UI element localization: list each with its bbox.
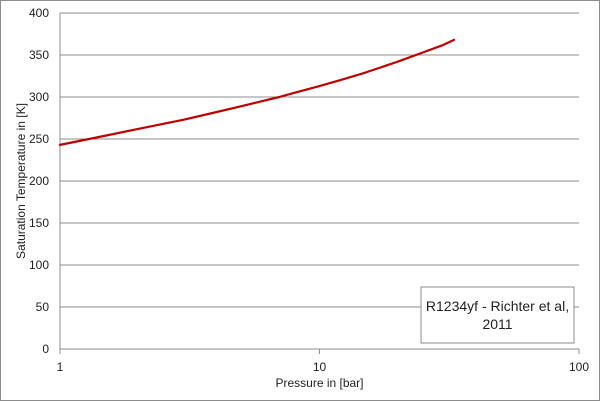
gridlines bbox=[60, 12, 579, 308]
y-tick-label: 300 bbox=[29, 90, 49, 104]
legend-label: 2011 bbox=[482, 316, 512, 332]
y-tick-label: 100 bbox=[29, 258, 49, 272]
y-tick-label: 200 bbox=[29, 174, 49, 188]
y-tick-label: 400 bbox=[29, 6, 49, 20]
x-tick-label: 100 bbox=[569, 360, 589, 374]
saturation-temperature-series-line bbox=[58, 38, 456, 146]
x-tick-label: 10 bbox=[313, 360, 327, 374]
y-tick-label: 50 bbox=[36, 300, 50, 314]
legend: R1234yf - Richter et al, 2011 bbox=[420, 286, 575, 344]
y-tick-label: 350 bbox=[29, 48, 49, 62]
series-lines bbox=[58, 38, 456, 146]
x-tick-label: 1 bbox=[57, 360, 64, 374]
y-tick-label: 150 bbox=[29, 216, 49, 230]
tick-labels: 0 50 100 150 200 250 300 350 400 1 10 100 bbox=[29, 6, 589, 374]
legend-label: R1234yf - Richter et al, bbox=[426, 298, 569, 314]
y-axis-title: Saturation Temperature in [K] bbox=[14, 103, 28, 259]
x-axis-title: Pressure in [bar] bbox=[275, 376, 363, 390]
legend-box bbox=[420, 286, 575, 344]
y-tick-label: 250 bbox=[29, 132, 49, 146]
y-tick-label: 0 bbox=[42, 342, 49, 356]
